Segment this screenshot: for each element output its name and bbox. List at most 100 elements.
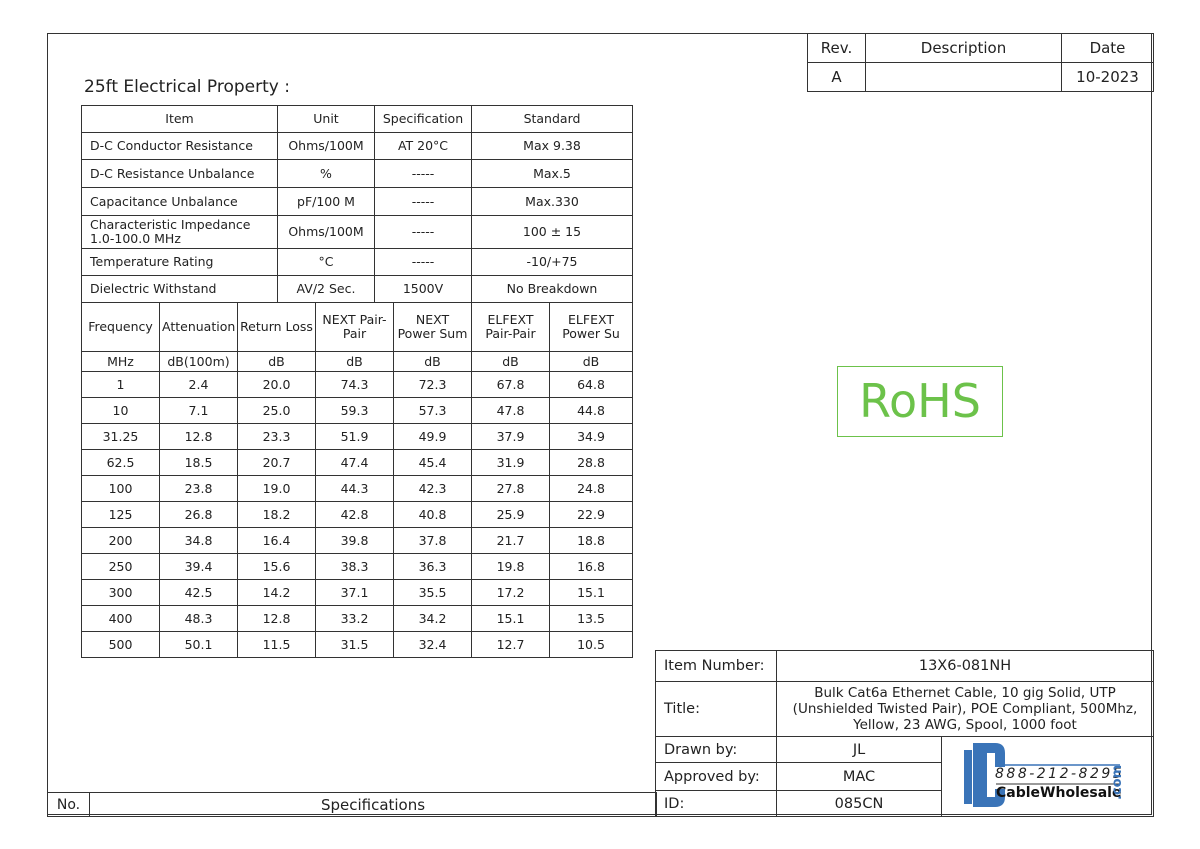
cablewholesale-logo: 888-212-8295 CableWholesale .com xyxy=(960,740,1140,810)
frequency-row-cell: 7.1 xyxy=(159,397,238,424)
frequency-row-cell: 25.9 xyxy=(471,501,550,528)
frequency-row-cell: 24.8 xyxy=(549,475,633,502)
frequency-row: 1 2.4 20.0 74.3 72.3 67.8 64.8 xyxy=(81,371,633,398)
frequency-row-cell: 100 xyxy=(81,475,160,502)
standard-cell: No Breakdown xyxy=(471,275,633,303)
rev-value: A xyxy=(807,62,866,92)
frequency-header-row-cell: Return Loss xyxy=(237,302,316,352)
unit-cell: °C xyxy=(277,248,375,276)
frequency-row-cell: 44.3 xyxy=(315,475,394,502)
rev-header: Rev. xyxy=(807,33,866,63)
item-cell: D-C Resistance Unbalance xyxy=(81,159,278,188)
standard-cell: Max.330 xyxy=(471,187,633,216)
frequency-row-cell: 34.8 xyxy=(159,527,238,554)
title-block: Item Number: 13X6-081NH Title: Bulk Cat6… xyxy=(655,650,1154,817)
frequency-row-cell: 20.7 xyxy=(237,449,316,476)
header-item: Item xyxy=(81,105,278,133)
frequency-header-row-cell: ELFEXT Power Su xyxy=(549,302,633,352)
date-header: Date xyxy=(1061,33,1154,63)
frequency-row-cell: 20.0 xyxy=(237,371,316,398)
frequency-units-row-cell: dB xyxy=(315,351,394,372)
frequency-units-row-cell: dB xyxy=(393,351,472,372)
frequency-row-cell: 13.5 xyxy=(549,605,633,632)
frequency-row-cell: 57.3 xyxy=(393,397,472,424)
frequency-units-row-cell: dB xyxy=(471,351,550,372)
frequency-row-cell: 16.8 xyxy=(549,553,633,580)
frequency-row-cell: 42.5 xyxy=(159,579,238,606)
specification-cell: ----- xyxy=(374,215,472,249)
frequency-row-cell: 15.1 xyxy=(471,605,550,632)
frequency-row-cell: 23.3 xyxy=(237,423,316,450)
frequency-row-cell: 15.1 xyxy=(549,579,633,606)
electrical-row: D-C Resistance Unbalance% ----- Max.5 xyxy=(81,159,633,188)
frequency-row-cell: 47.8 xyxy=(471,397,550,424)
frequency-row-cell: 38.3 xyxy=(315,553,394,580)
frequency-row: 300 42.5 14.2 37.1 35.5 17.2 15.1 xyxy=(81,579,633,606)
item-cell: Temperature Rating xyxy=(81,248,278,276)
description-value xyxy=(865,62,1062,92)
frequency-row-cell: 12.8 xyxy=(159,423,238,450)
frequency-row-cell: 33.2 xyxy=(315,605,394,632)
frequency-row-cell: 18.8 xyxy=(549,527,633,554)
approved-by-value: MAC xyxy=(776,762,942,791)
id-label: ID: xyxy=(655,790,777,817)
date-value: 10-2023 xyxy=(1061,62,1154,92)
item-cell: Dielectric Withstand xyxy=(81,275,278,303)
frequency-units-row: MHz dB(100m) dB dB dB dB dB xyxy=(81,351,633,372)
specifications-label: Specifications xyxy=(89,792,657,817)
frequency-row-cell: 45.4 xyxy=(393,449,472,476)
frequency-row-cell: 400 xyxy=(81,605,160,632)
frequency-row-cell: 35.5 xyxy=(393,579,472,606)
frequency-row-cell: 50.1 xyxy=(159,631,238,658)
frequency-row-cell: 59.3 xyxy=(315,397,394,424)
frequency-row-cell: 32.4 xyxy=(393,631,472,658)
frequency-row-cell: 44.8 xyxy=(549,397,633,424)
frequency-row-cell: 34.9 xyxy=(549,423,633,450)
frequency-row-cell: 67.8 xyxy=(471,371,550,398)
no-label: No. xyxy=(47,792,90,817)
drawn-by-value: JL xyxy=(776,736,942,763)
unit-cell: Ohms/100M xyxy=(277,215,375,249)
specification-cell: AT 20°C xyxy=(374,132,472,160)
frequency-header-row-cell: NEXT Power Sum xyxy=(393,302,472,352)
drawn-by-label: Drawn by: xyxy=(655,736,777,763)
item-cell: D-C Conductor Resistance xyxy=(81,132,278,160)
frequency-row-cell: 1 xyxy=(81,371,160,398)
frequency-row-cell: 15.6 xyxy=(237,553,316,580)
frequency-row: 62.5 18.5 20.7 47.4 45.4 31.9 28.8 xyxy=(81,449,633,476)
frequency-row: 500 50.1 11.5 31.5 32.4 12.7 10.5 xyxy=(81,631,633,658)
specification-cell: ----- xyxy=(374,159,472,188)
frequency-row: 10 7.1 25.0 59.3 57.3 47.8 44.8 xyxy=(81,397,633,424)
frequency-row-cell: 49.9 xyxy=(393,423,472,450)
frequency-row-cell: 39.8 xyxy=(315,527,394,554)
electrical-row: Capacitance Unbalance pF/100 M ----- Max.33… xyxy=(81,187,633,216)
frequency-row-cell: 37.8 xyxy=(393,527,472,554)
frequency-row-cell: 42.8 xyxy=(315,501,394,528)
frequency-row-cell: 74.3 xyxy=(315,371,394,398)
item-number-value: 13X6-081NH xyxy=(776,650,1154,682)
frequency-row-cell: 500 xyxy=(81,631,160,658)
frequency-row-cell: 11.5 xyxy=(237,631,316,658)
standard-cell: Max.5 xyxy=(471,159,633,188)
frequency-header-row-cell: Frequency xyxy=(81,302,160,352)
specification-cell: ----- xyxy=(374,248,472,276)
frequency-row-cell: 42.3 xyxy=(393,475,472,502)
item-cell: Capacitance Unbalance xyxy=(81,187,278,216)
frequency-row-cell: 28.8 xyxy=(549,449,633,476)
frequency-row: 125 26.8 18.2 42.8 40.8 25.9 22.9 xyxy=(81,501,633,528)
electrical-row: Dielectric Withstand AV/2 Sec. 1500V No Bre… xyxy=(81,275,633,303)
frequency-units-row-cell: dB(100m) xyxy=(159,351,238,372)
frequency-units-row-cell: dB xyxy=(237,351,316,372)
frequency-row: 100 23.8 19.0 44.3 42.3 27.8 24.8 xyxy=(81,475,633,502)
frequency-row-cell: 200 xyxy=(81,527,160,554)
standard-cell: -10/+75 xyxy=(471,248,633,276)
frequency-row-cell: 47.4 xyxy=(315,449,394,476)
frequency-row: 200 34.8 16.4 39.8 37.8 21.7 18.8 xyxy=(81,527,633,554)
frequency-row-cell: 25.0 xyxy=(237,397,316,424)
frequency-row-cell: 51.9 xyxy=(315,423,394,450)
item-number-label: Item Number: xyxy=(655,650,777,682)
frequency-row-cell: 23.8 xyxy=(159,475,238,502)
frequency-row-cell: 12.8 xyxy=(237,605,316,632)
frequency-row-cell: 34.2 xyxy=(393,605,472,632)
